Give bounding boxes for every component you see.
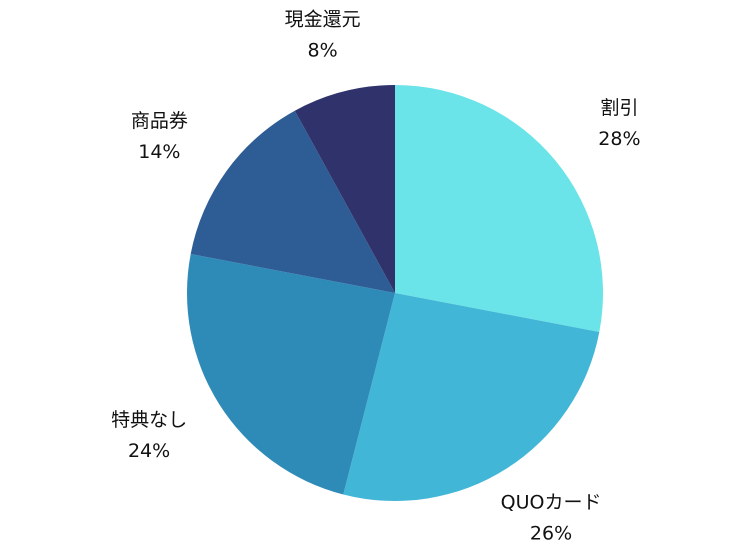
slice-label: 商品券 <box>131 110 188 132</box>
pie-slice <box>186 254 395 495</box>
pie-slice <box>190 110 395 293</box>
slice-value-label: 8% <box>307 40 337 62</box>
slice-value-label: 14% <box>138 141 180 163</box>
pie-slice <box>343 293 600 501</box>
slice-label: 特典なし <box>111 409 187 431</box>
pie-slice <box>294 85 395 293</box>
slice-value-label: 24% <box>128 440 170 462</box>
slice-label: 割引 <box>600 97 638 119</box>
slice-label: QUOカード <box>501 491 602 513</box>
slice-value-label: 26% <box>530 522 572 544</box>
slice-value-label: 28% <box>598 128 640 150</box>
pie-slice <box>395 85 604 332</box>
slice-label: 現金還元 <box>285 9 361 31</box>
